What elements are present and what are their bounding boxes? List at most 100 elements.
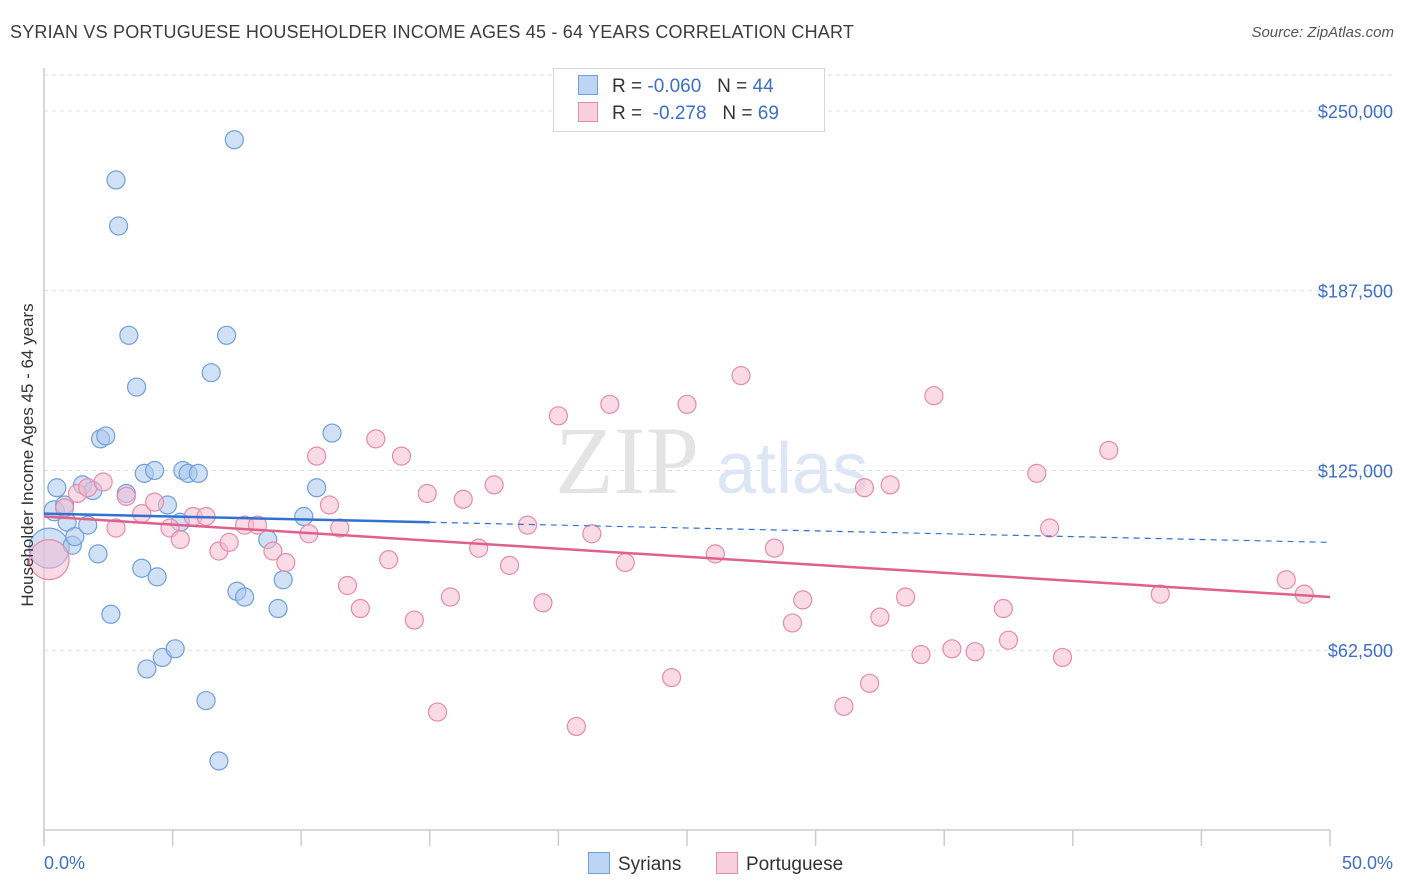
data-point-portuguese <box>548 406 569 426</box>
data-point-syrians <box>106 170 126 190</box>
data-point-syrians <box>188 463 208 483</box>
data-point-portuguese <box>453 489 473 509</box>
data-point-portuguese <box>404 610 424 630</box>
data-point-portuguese <box>793 590 813 610</box>
data-point-syrians <box>294 506 314 527</box>
data-point-portuguese <box>170 529 190 550</box>
legend-row-syrians: R = -0.060 N = 44 <box>578 75 774 98</box>
data-point-portuguese <box>854 478 875 498</box>
legend-r-syrians: -0.060 <box>647 76 702 97</box>
data-point-portuguese <box>517 515 538 535</box>
x-tick-label-max: 50.0% <box>1342 853 1393 873</box>
bottom-swatch-syrians <box>588 852 610 874</box>
data-point-portuguese <box>499 555 520 575</box>
data-point-portuguese <box>942 639 962 659</box>
data-point-portuguese <box>28 539 70 581</box>
x-tick-label-min: 0.0% <box>44 853 85 873</box>
data-point-portuguese <box>144 492 165 512</box>
data-point-portuguese <box>782 613 803 633</box>
watermark-atlas: atlas <box>716 429 868 509</box>
data-point-portuguese <box>427 702 448 722</box>
data-point-portuguese <box>566 716 587 737</box>
data-point-portuguese <box>896 587 916 607</box>
data-point-portuguese <box>705 544 725 564</box>
data-point-portuguese <box>116 486 136 506</box>
data-point-syrians <box>196 690 216 711</box>
data-point-portuguese <box>731 365 751 386</box>
data-point-portuguese <box>379 550 399 570</box>
data-point-syrians <box>132 558 152 578</box>
data-point-syrians <box>224 130 244 150</box>
watermark-zip: ZIP <box>555 407 699 514</box>
legend-swatch-syrians <box>578 75 598 95</box>
data-point-syrians <box>88 544 108 564</box>
bottom-swatch-portuguese <box>716 852 738 874</box>
scatter-points <box>28 130 1314 771</box>
data-point-syrians <box>201 363 221 383</box>
data-point-syrians <box>101 604 121 624</box>
data-point-syrians <box>119 325 139 345</box>
data-point-syrians <box>96 426 116 446</box>
data-point-portuguese <box>834 696 854 716</box>
data-point-syrians <box>235 587 255 607</box>
data-point-portuguese <box>93 472 113 492</box>
correlation-legend: R = -0.060 N = 44 R = -0.278 N = 69 <box>553 68 825 132</box>
legend-swatch-portuguese <box>578 102 598 122</box>
legend-r-portuguese: -0.278 <box>652 103 707 124</box>
data-point-syrians <box>137 659 157 679</box>
data-point-portuguese <box>350 598 370 619</box>
data-point-syrians <box>108 216 129 236</box>
y-tick-label: $62,500 <box>1328 641 1393 661</box>
data-point-portuguese <box>1027 463 1047 483</box>
data-point-portuguese <box>366 429 386 449</box>
data-point-portuguese <box>417 483 437 504</box>
data-point-portuguese <box>993 598 1013 619</box>
data-point-portuguese <box>764 538 785 558</box>
data-point-syrians <box>147 567 167 587</box>
trend-lines <box>43 512 1331 599</box>
y-tick-label: $125,000 <box>1318 461 1393 481</box>
data-point-portuguese <box>263 541 283 561</box>
axes <box>43 68 1331 846</box>
legend-n-syrians: 44 <box>752 76 774 97</box>
data-point-portuguese <box>391 446 412 466</box>
data-point-portuguese <box>615 552 635 573</box>
data-point-syrians <box>322 423 342 443</box>
data-point-portuguese <box>924 386 944 406</box>
data-point-portuguese <box>307 446 327 466</box>
y-axis-label: Householder Income Ages 45 - 64 years <box>18 303 37 607</box>
data-point-syrians <box>209 751 229 771</box>
data-point-portuguese <box>870 607 890 627</box>
legend-row-portuguese: R = -0.278 N = 69 <box>578 102 779 125</box>
data-point-portuguese <box>600 394 620 414</box>
y-tick-label: $187,500 <box>1318 282 1393 302</box>
data-point-syrians <box>165 639 185 659</box>
bottom-legend-syrians: Syrians <box>588 852 681 876</box>
data-point-portuguese <box>106 518 126 538</box>
data-point-portuguese <box>965 642 985 662</box>
data-point-syrians <box>47 478 67 498</box>
tick-labels: $62,500 $125,000 $187,500 $250,000 0.0% 50.0% <box>44 102 1393 873</box>
data-point-portuguese <box>219 532 239 552</box>
data-point-portuguese <box>469 538 489 558</box>
data-point-portuguese <box>276 552 296 573</box>
gridlines <box>44 74 1395 651</box>
data-point-portuguese <box>484 475 504 495</box>
watermark: ZIP atlas <box>555 407 868 514</box>
data-point-syrians <box>126 377 147 397</box>
data-point-portuguese <box>1099 440 1119 460</box>
trend-line-portuguese <box>43 515 1331 599</box>
data-point-portuguese <box>860 673 880 693</box>
data-point-portuguese <box>1040 518 1060 538</box>
y-tick-label: $250,000 <box>1318 102 1393 122</box>
data-point-portuguese <box>1276 570 1296 590</box>
data-point-syrians <box>217 325 237 345</box>
data-point-portuguese <box>337 575 358 596</box>
data-point-portuguese <box>1052 647 1073 668</box>
bottom-label-syrians: Syrians <box>618 854 682 875</box>
bottom-label-portuguese: Portuguese <box>746 854 844 875</box>
data-point-portuguese <box>677 394 697 414</box>
trend-line-syrians-extension <box>429 521 1331 543</box>
chart-title: SYRIAN VS PORTUGUESE HOUSEHOLDER INCOME … <box>10 22 855 42</box>
data-point-syrians <box>307 478 327 498</box>
